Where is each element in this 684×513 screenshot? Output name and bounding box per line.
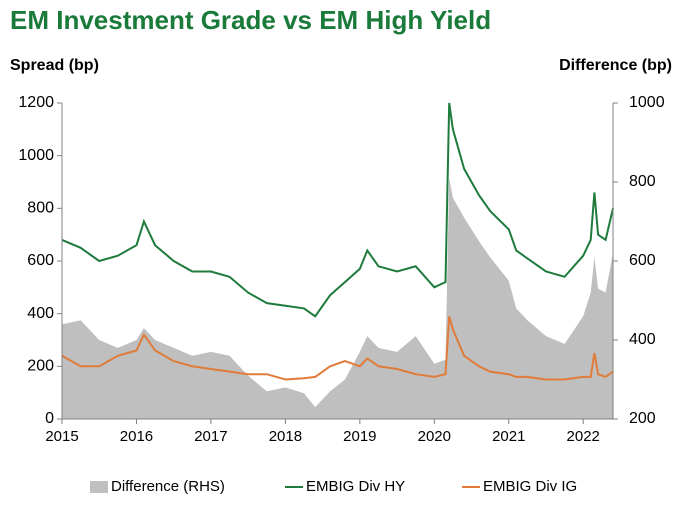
y-tick-label: 1000: [18, 147, 54, 164]
chart-title: EM Investment Grade vs EM High Yield: [10, 5, 491, 35]
y2-tick-label: 600: [629, 252, 656, 269]
y-tick-label: 800: [27, 200, 54, 217]
y-tick-label: 200: [27, 358, 54, 375]
legend-swatch: [90, 481, 108, 493]
x-tick-label: 2021: [492, 428, 525, 445]
y2-tick-label: 800: [629, 173, 656, 190]
x-tick-label: 2015: [45, 428, 78, 445]
legend-label: EMBIG Div IG: [483, 478, 577, 495]
x-tick-label: 2018: [269, 428, 302, 445]
legend-label: EMBIG Div HY: [306, 478, 405, 495]
legend-label: Difference (RHS): [111, 478, 225, 495]
x-tick-label: 2020: [418, 428, 451, 445]
area: [62, 178, 613, 419]
y2-axis-label: Difference (bp): [559, 57, 672, 74]
y2-tick-label: 400: [629, 331, 656, 348]
x-tick-label: 2016: [120, 428, 153, 445]
y-tick-label: 0: [45, 410, 54, 427]
line: [61, 316, 614, 381]
y-tick-label: 1200: [18, 94, 54, 111]
y-tick-label: 600: [27, 252, 54, 269]
x-tick-label: 2019: [343, 428, 376, 445]
y2-tick-label: 200: [629, 410, 656, 427]
y-tick-label: 400: [27, 305, 54, 322]
x-tick-label: 2022: [567, 428, 600, 445]
y-axis-label: Spread (bp): [10, 57, 99, 74]
line: [61, 102, 614, 318]
y2-tick-label: 1000: [629, 94, 665, 111]
x-tick-label: 2017: [194, 428, 227, 445]
